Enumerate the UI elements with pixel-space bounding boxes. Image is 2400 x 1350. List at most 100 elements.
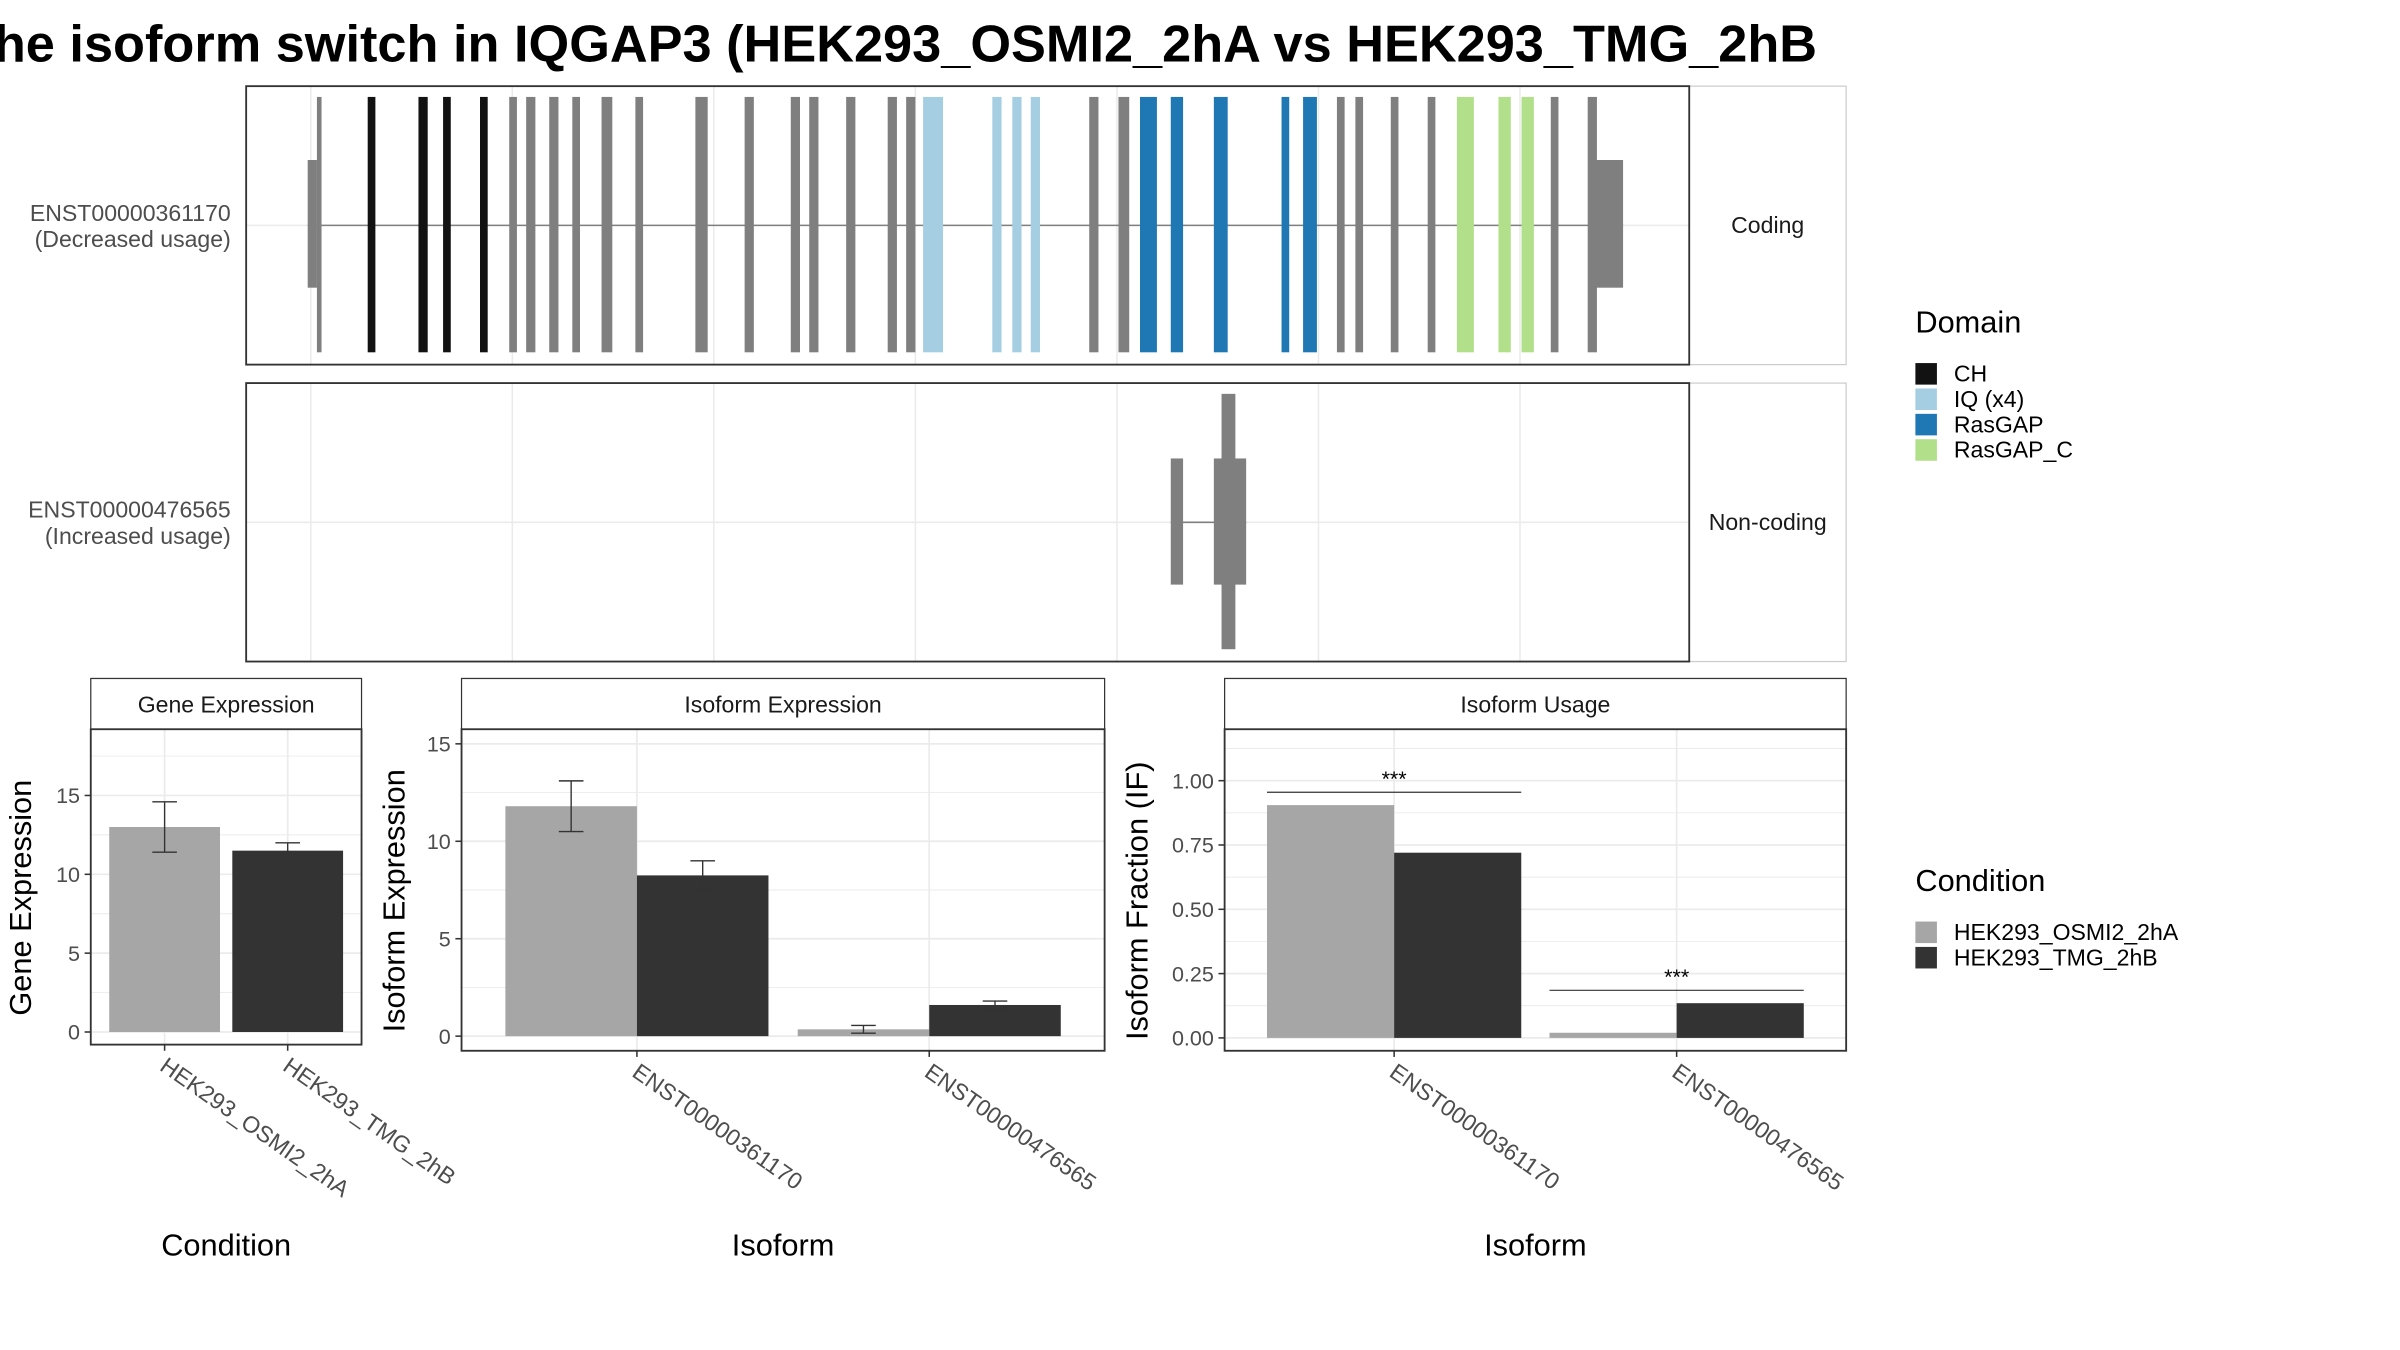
noncoding-exon: [1170, 458, 1184, 585]
panel-border: [1223, 728, 1848, 1052]
y-axis-title: Isoform Expression: [377, 769, 412, 1032]
coding-exon: [887, 96, 897, 353]
legend-key: [1915, 439, 1937, 461]
y-tick-label: 0: [439, 1025, 451, 1049]
legend-label: CH: [1954, 361, 1987, 387]
facet-strip-label: Coding: [1731, 212, 1804, 238]
domain-exon: [480, 96, 488, 353]
y-tick-label: 0.25: [1172, 962, 1214, 986]
domain-exon: [992, 96, 1002, 353]
coding-exon: [1427, 96, 1436, 353]
domain-exon: [1281, 96, 1290, 353]
legend-key: [1915, 946, 1937, 969]
coding-exon: [1336, 96, 1345, 353]
y-tick-label: 10: [427, 830, 451, 854]
legend-title: Condition: [1915, 863, 2045, 898]
domain-exon: [1521, 96, 1534, 353]
legend-key: [1915, 388, 1937, 410]
legend-key: [1915, 921, 1937, 944]
significance-label: ***: [1382, 767, 1408, 791]
coding-exon: [1550, 96, 1559, 353]
chart-strip-title: Isoform Expression: [684, 691, 881, 717]
chart-1: Isoform Expression 0 5 10 15 ENST00000361170 E…: [377, 677, 1106, 1262]
coding-exon: [635, 96, 644, 353]
coding-exon: [549, 96, 559, 353]
domain-exon: [1456, 96, 1474, 353]
facet-strip: [1688, 85, 1847, 366]
x-tick-label: ENST00000476565: [1668, 1058, 1849, 1196]
coding-exon: [601, 96, 613, 353]
bar: [109, 827, 220, 1032]
coding-exon: [526, 96, 536, 353]
bar: [1549, 1032, 1677, 1038]
coding-exon: [1587, 96, 1597, 353]
legend-key: [1915, 363, 1937, 385]
y-tick-label: 15: [427, 733, 451, 757]
transcript-usage-label: (Decreased usage): [35, 226, 231, 252]
x-axis-title: Condition: [161, 1227, 291, 1262]
y-tick-label: 5: [68, 942, 80, 966]
bar: [232, 850, 344, 1032]
domain-exon: [1498, 96, 1511, 353]
legend-key: [1915, 413, 1937, 436]
domain-exon: [923, 96, 944, 353]
coding-exon: [1390, 96, 1399, 353]
figure-title: he isoform switch in IQGAP3 (HEK293_OSMI…: [0, 16, 1817, 74]
domain-exon: [1012, 96, 1022, 353]
significance-label: ***: [1664, 965, 1690, 989]
coding-exon: [695, 96, 708, 353]
transcript-panel-ENST00000361170: Coding ENST00000361170(Decreased usage): [30, 85, 1847, 366]
domain-exon: [1030, 96, 1040, 353]
coding-exon: [572, 96, 580, 353]
coding-exon: [1355, 96, 1364, 353]
facet-strip: [90, 677, 363, 730]
panel-border: [89, 728, 363, 1046]
y-tick-label: 0.50: [1172, 898, 1214, 922]
bar: [505, 806, 637, 1037]
panel-border: [245, 382, 1691, 663]
chart-strip-title: Isoform Usage: [1460, 691, 1610, 717]
utr-exon: [307, 160, 317, 288]
bar: [1394, 852, 1522, 1038]
y-tick-label: 10: [56, 863, 80, 887]
coding-exon: [1089, 96, 1099, 353]
bar: [1266, 805, 1395, 1038]
transcript-id-label: ENST00000476565: [28, 497, 231, 523]
transcript-id-label: ENST00000361170: [30, 200, 231, 226]
coding-exon: [316, 96, 322, 353]
panel-border: [460, 728, 1106, 1052]
x-axis-title: Isoform: [1484, 1227, 1587, 1262]
legend-label: RasGAP: [1954, 411, 2044, 437]
domain-exon: [1213, 96, 1228, 353]
legend-label: RasGAP_C: [1954, 437, 2073, 463]
coding-exon: [906, 96, 916, 353]
domain-exon: [443, 96, 451, 353]
noncoding-exon: [1221, 393, 1236, 650]
coding-exon: [509, 96, 517, 353]
x-axis-title: Isoform: [732, 1227, 835, 1262]
legend-label: HEK293_TMG_2hB: [1954, 944, 2158, 970]
legend-title: Domain: [1915, 304, 2021, 339]
y-tick-label: 0.75: [1172, 834, 1214, 858]
y-tick-label: 15: [56, 784, 80, 808]
domain-exon: [1170, 96, 1184, 353]
bar: [636, 875, 769, 1037]
domain-exon: [1303, 96, 1317, 353]
domain-exon: [367, 96, 376, 353]
facet-strip: [1224, 677, 1847, 730]
panel-border: [245, 85, 1691, 366]
facet-strip: [460, 677, 1106, 730]
y-tick-label: 0.00: [1172, 1027, 1214, 1051]
coding-exon: [1118, 96, 1130, 353]
facet-strip: [1688, 382, 1847, 663]
y-tick-label: 1.00: [1172, 769, 1214, 793]
coding-exon: [846, 96, 856, 353]
y-tick-label: 5: [439, 927, 451, 951]
chart-strip-title: Gene Expression: [138, 691, 315, 717]
coding-exon: [744, 96, 754, 353]
bar: [929, 1004, 1061, 1037]
chart-2: Isoform Usage *** *** 0.00 0.25 0.50 0.75 1.00 E…: [1120, 677, 1849, 1262]
